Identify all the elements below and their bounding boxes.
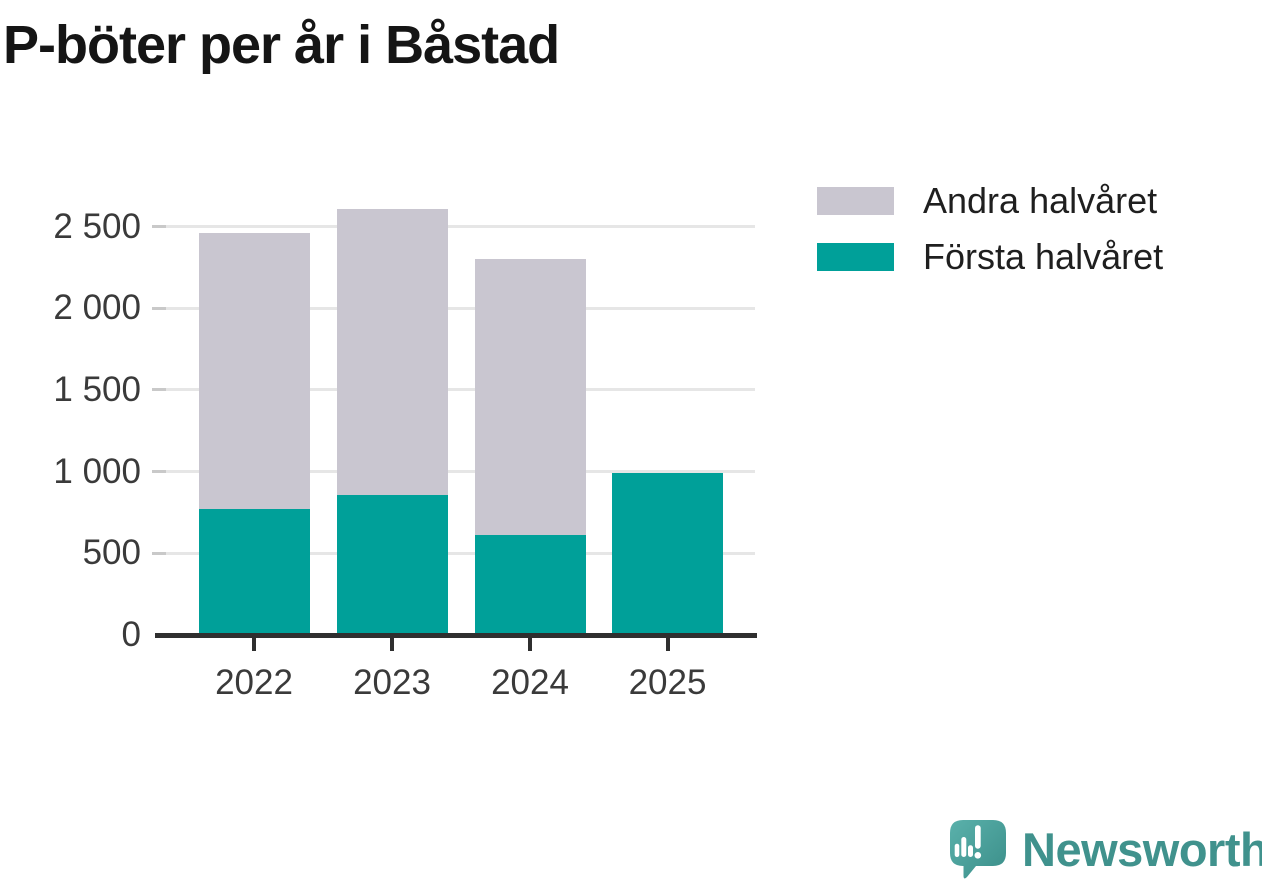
- y-axis-tick-2500: [152, 225, 166, 229]
- y-axis-label-1500: 1 500: [53, 369, 141, 409]
- legend-label-andra: Andra halvåret: [923, 180, 1158, 221]
- y-axis-label-500: 500: [82, 533, 141, 573]
- x-axis-tick-2024: [528, 637, 532, 651]
- legend-item-andra: Andra halvåret: [817, 180, 1163, 221]
- legend: Andra halvåret Första halvåret: [817, 180, 1163, 298]
- bar-2024-forsta: [474, 534, 586, 634]
- x-axis-label-2024: 2024: [491, 663, 569, 702]
- x-axis-label-2023: 2023: [353, 663, 431, 702]
- x-axis-tick-2025: [665, 637, 670, 651]
- chart-title: P-böter per år i Båstad: [3, 15, 560, 75]
- y-axis-label-2500: 2 500: [53, 206, 141, 246]
- x-axis-line: [155, 633, 757, 638]
- x-axis-tick-2022: [252, 637, 256, 651]
- y-axis-tick-500: [152, 551, 166, 555]
- gridline-2500: [152, 225, 755, 229]
- y-axis-label-0: 0: [121, 615, 141, 654]
- bar-2022-forsta: [198, 509, 310, 634]
- legend-item-forsta: Första halvåret: [817, 236, 1163, 277]
- y-axis-label-2000: 2 000: [53, 288, 141, 328]
- x-axis-label-2022: 2022: [215, 663, 293, 702]
- newsworthy-speech-bubble-bar-chart-icon: [950, 820, 1006, 879]
- legend-swatch-andra: [817, 187, 894, 215]
- x-axis-tick-2023: [390, 637, 394, 651]
- gridline-1500: [152, 388, 755, 392]
- gridline-2000: [152, 306, 755, 310]
- bar-2025-forsta: [612, 473, 723, 634]
- bar-2024-andra: [474, 259, 586, 535]
- bar-2022-andra: [198, 233, 310, 510]
- gridline-500: [152, 551, 755, 555]
- brand-name: Newsworthy: [1022, 823, 1262, 876]
- y-axis-tick-1000: [152, 470, 166, 474]
- newsworthy-logo: Newsworthy: [946, 816, 1262, 879]
- x-axis-label-2025: 2025: [628, 663, 707, 702]
- bar-2023-forsta: [336, 494, 448, 634]
- gridline-1000: [152, 470, 755, 474]
- y-axis-tick-2000: [152, 306, 166, 310]
- legend-label-forsta: Första halvåret: [923, 236, 1164, 277]
- bar-2023-andra: [336, 209, 448, 495]
- y-axis-tick-1500: [152, 388, 166, 392]
- y-axis-label-1000: 1 000: [53, 451, 141, 491]
- legend-swatch-forsta: [817, 243, 894, 271]
